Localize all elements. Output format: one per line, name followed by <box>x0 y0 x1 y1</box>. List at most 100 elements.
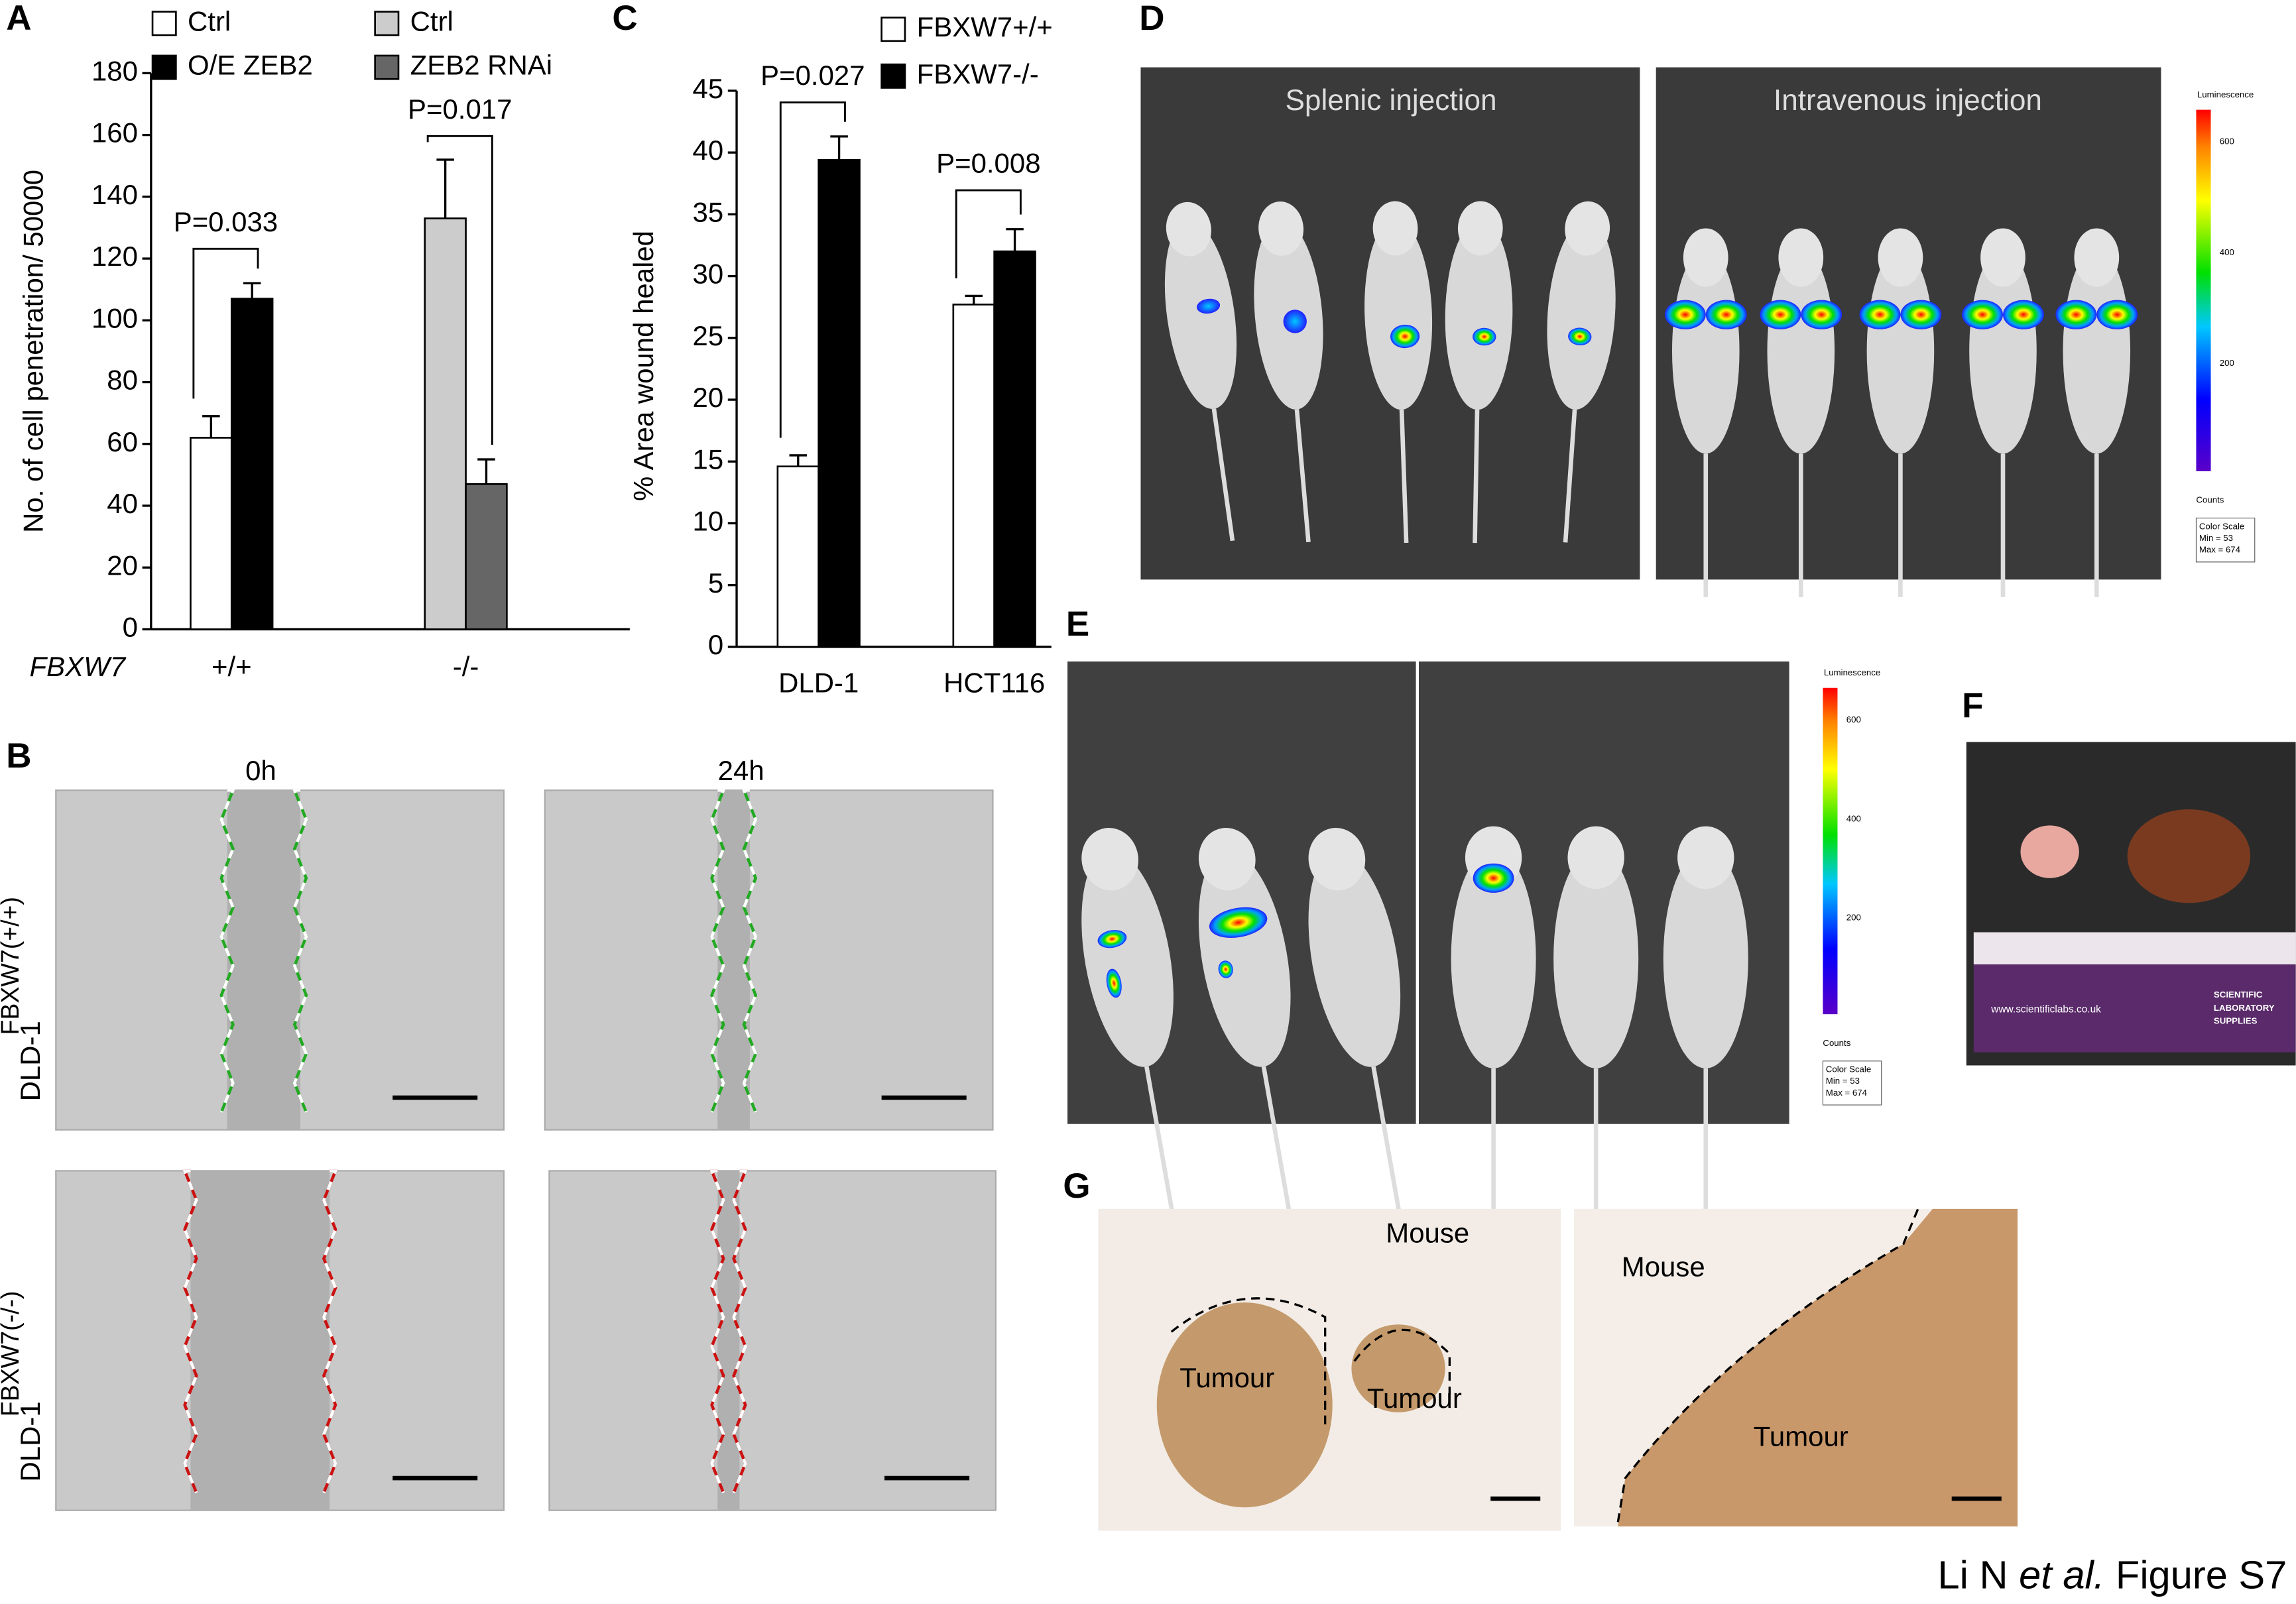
mouse <box>1308 828 1403 1219</box>
y-tick-label: 30 <box>693 258 724 290</box>
error-bar <box>830 135 848 160</box>
mouse <box>1553 826 1639 1222</box>
y-axis-label: % Area wound healed <box>628 231 659 501</box>
mouse-body <box>1866 249 1935 454</box>
luminescence-signal <box>1900 300 1942 329</box>
x-tick-label: -/- <box>453 651 479 682</box>
wound-edge-white <box>292 789 308 1113</box>
mouse-body <box>1553 848 1639 1068</box>
legend-swatch <box>374 11 400 36</box>
mouse-head <box>1567 826 1624 889</box>
luminescence-signal <box>1760 300 1801 329</box>
legend-label: ZEB2 RNAi <box>410 50 552 81</box>
mouse <box>1445 201 1513 544</box>
legend-label: Ctrl <box>188 5 231 36</box>
y-tick-label: 0 <box>123 612 138 643</box>
mouse-body <box>1547 219 1616 410</box>
mouse <box>1962 228 2044 597</box>
mouse-body <box>1451 848 1536 1068</box>
ruler-brand: LABORATORY <box>2214 1003 2275 1013</box>
mouse-head <box>1166 201 1211 257</box>
legend-swatch <box>880 17 906 42</box>
bar <box>952 304 995 648</box>
panel-label: B <box>6 736 31 775</box>
p-value: P=0.033 <box>174 206 278 237</box>
luminescence-signal <box>1209 907 1268 938</box>
tumour-border <box>1616 1208 1919 1522</box>
imaging-photo <box>1067 661 1789 1124</box>
y-tick-label: 5 <box>708 567 723 599</box>
mouse-body <box>1663 848 1748 1068</box>
tumour-tissue <box>1156 1302 1333 1508</box>
caption-part: Li N <box>1938 1552 2020 1597</box>
wound-edge-white <box>182 1169 198 1494</box>
mouse-head <box>1457 201 1503 256</box>
mouse-tail <box>1399 410 1409 544</box>
luminescence-signal <box>1962 300 2003 329</box>
x-axis-label: FBXW7 <box>30 651 127 682</box>
wound-gap <box>717 1171 740 1511</box>
wound-gap <box>227 790 301 1130</box>
mouse <box>1451 826 1536 1222</box>
luminescence-signal <box>1097 930 1127 948</box>
mouse <box>1364 201 1433 544</box>
wound-edge-white <box>710 789 726 1113</box>
legend-swatch <box>151 11 177 36</box>
error-bar <box>1006 228 1024 252</box>
significance-bracket <box>426 135 493 445</box>
y-tick-label: 25 <box>693 320 724 351</box>
mouse-body <box>1198 850 1291 1067</box>
row-label: DLD-1 <box>15 1021 46 1101</box>
tumour-border <box>1170 1297 1451 1427</box>
mouse <box>1664 228 1747 597</box>
y-tick-label: 60 <box>107 426 138 457</box>
row-label-genotype: FBXW7(+/+) <box>0 897 24 1035</box>
image-title: Splenic injection <box>1285 84 1496 117</box>
scale-title: Luminescence <box>1824 667 1880 677</box>
mouse-tail <box>1473 410 1480 544</box>
mouse-head <box>1565 201 1610 256</box>
y-tick-label: 20 <box>693 382 724 413</box>
image-title: Intravenous injection <box>1774 84 2042 117</box>
ruler <box>1973 932 2296 965</box>
mouse <box>2055 228 2138 597</box>
mouse-body <box>1164 220 1237 410</box>
y-tick-label: 20 <box>107 549 138 581</box>
luminescence-signal <box>1106 968 1122 998</box>
error-bar <box>965 294 983 305</box>
mouse-tail <box>1563 409 1577 543</box>
bar <box>190 437 233 630</box>
mouse-tail <box>1261 1066 1293 1219</box>
caption-part: et al. <box>2019 1552 2104 1597</box>
mouse-head <box>1308 828 1366 891</box>
row-label: DLD-1 <box>15 1401 46 1481</box>
scale-box-text: Color Scale <box>2199 521 2244 531</box>
tumour-tissue <box>1351 1324 1445 1412</box>
tumour-tissue <box>1618 1208 2018 1526</box>
mouse-tail <box>1371 1066 1403 1219</box>
mouse <box>1663 826 1748 1222</box>
x-tick-label: DLD-1 <box>778 667 859 698</box>
bar <box>465 483 508 630</box>
luminescence-signal <box>2002 300 2044 329</box>
wound-edge-white <box>741 789 758 1113</box>
row-label-genotype: FBXW7(-/-) <box>0 1291 24 1417</box>
error-bar <box>436 158 454 219</box>
panel-label: G <box>1063 1167 1090 1206</box>
luminescence-signal <box>1664 300 1706 329</box>
color-scale <box>1823 687 1838 1015</box>
p-value: P=0.008 <box>936 148 1040 179</box>
wound-edge-white <box>732 1169 748 1494</box>
luminescence-signal <box>1473 327 1496 346</box>
legend-swatch <box>880 63 906 89</box>
scale-unit: Counts <box>1823 1038 1850 1048</box>
mouse-head <box>1778 228 1824 287</box>
mouse-head <box>1878 228 1923 287</box>
wound-gap <box>190 1171 330 1511</box>
error-bar <box>243 282 261 299</box>
column-label: 0h <box>245 755 276 786</box>
luminescence-signal <box>1283 310 1307 333</box>
luminescence-signal <box>1473 863 1514 893</box>
y-tick-label: 100 <box>91 302 138 333</box>
